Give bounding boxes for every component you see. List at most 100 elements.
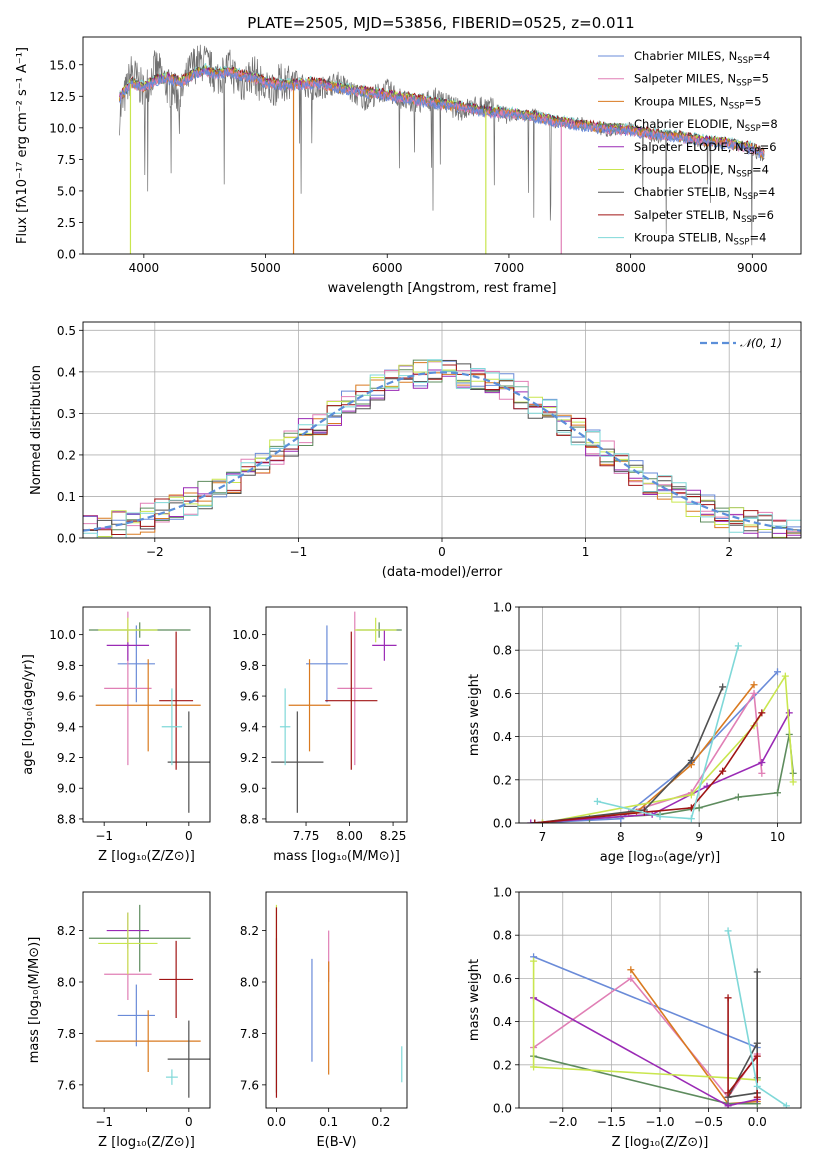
axes-frame: [82, 321, 802, 539]
legend-separator: ,: [728, 140, 735, 154]
legend-n-subscript: SSP: [745, 124, 761, 134]
y-axis-label: Normed distribution: [29, 365, 44, 495]
legend-n-value: 4: [763, 49, 770, 63]
legend-separator: ,: [720, 72, 727, 86]
x-tick-label: 8000: [615, 261, 646, 275]
legend-n-subscript: SSP: [744, 147, 760, 157]
y-tick-label: 8.2: [57, 924, 76, 938]
legend-n-subscript: SSP: [742, 192, 758, 202]
y-tick-label: 9.2: [240, 751, 259, 765]
y-tick-label: 15.0: [49, 58, 76, 72]
axes-frame: [265, 606, 408, 823]
legend-n-value: 4: [762, 163, 769, 177]
x-tick-label: 9000: [737, 261, 768, 275]
mass-vs-ebv-panel: 0.0 0.1 0.2 7.6 7.8 8.0 8.2 E(B-V): [240, 891, 408, 1150]
legend-n-value: 5: [754, 94, 761, 108]
x-tick-label: 0: [185, 829, 193, 843]
legend-n-prefix: N: [727, 163, 736, 177]
legend-entry: Salpeter MILES, NSSP=5: [634, 72, 769, 89]
y-tick-label: 9.2: [57, 751, 76, 765]
x-axis-label: Z [log₁₀(Z/Z⊙)]: [98, 849, 195, 864]
axes-frame: [82, 606, 211, 823]
y-tick-label: 0.1: [57, 490, 76, 504]
y-tick-label: 7.6: [57, 1078, 76, 1092]
legend-n-prefix: N: [720, 94, 729, 108]
x-tick-label: 2: [725, 545, 733, 559]
plot-area: [119, 44, 765, 254]
x-tick-label: 8.25: [380, 829, 407, 843]
y-axis-label: mass [log₁₀(M/M⊙)]: [27, 937, 42, 1064]
axes-frame: [265, 891, 408, 1109]
age-vs-metallicity-panel: −1 0 8.8 9.0 9.2 9.4 9.6 9.8 10.0 Z [log₁₀(Z/Z⊙)]…: [21, 606, 211, 864]
legend-entry: Kroupa STELIB, NSSP=4: [634, 231, 766, 248]
y-tick-label: 8.2: [240, 924, 259, 938]
y-tick-label: 9.0: [57, 782, 76, 796]
legend-model-name: Chabrier STELIB: [634, 185, 726, 199]
mass-vs-metallicity-panel: −1 0 7.6 7.8 8.0 8.2 Z [log₁₀(Z/Z⊙)] mass [log₁…: [27, 891, 211, 1150]
weight-vs-age-panel: 7 8 9 10 0.0 0.2 0.4 0.6 0.8 1.0 age [log₁₀(age/yr…: [467, 601, 802, 865]
y-axis-label: age [log₁₀(age/yr)]: [21, 654, 36, 775]
y-tick-label: 9.8: [240, 659, 259, 673]
plot-area: [88, 611, 210, 813]
weight-line-7: [727, 997, 758, 1098]
weight-line-6: [726, 971, 758, 1099]
y-tick-label: 8.8: [240, 812, 259, 826]
plot-area: [275, 904, 403, 1098]
x-tick-label: 0.0: [267, 1115, 286, 1129]
x-tick-label: 10: [770, 830, 785, 844]
x-tick-label: 5000: [250, 261, 281, 275]
legend-n-prefix: N: [725, 231, 734, 245]
plot-area: [83, 359, 801, 538]
figure-title: PLATE=2505, MJD=53856, FIBERID=0525, z=0…: [247, 14, 634, 32]
legend-equals: =: [749, 231, 759, 245]
y-tick-label: 0.4: [57, 365, 76, 379]
legend-n-subscript: SSP: [736, 170, 752, 180]
x-axis-label: (data-model)/error: [382, 565, 503, 580]
model-spectrum-0: [119, 67, 765, 159]
y-tick-label: 7.8: [57, 1027, 76, 1041]
legend-n-subscript: SSP: [741, 215, 757, 225]
legend-n-value: 4: [759, 231, 766, 245]
y-tick-label: 9.0: [240, 782, 259, 796]
legend-entry: Chabrier STELIB, NSSP=4: [634, 185, 775, 202]
legend-equals: =: [752, 163, 762, 177]
y-axis-label: mass weight: [467, 674, 482, 756]
y-tick-label: 0.4: [493, 1015, 512, 1029]
y-tick-label: 0.0: [493, 1102, 512, 1116]
y-tick-label: 7.8: [240, 1027, 259, 1041]
axes-frame: [82, 36, 802, 255]
legend-n-subscript: SSP: [734, 238, 750, 248]
legend-equals: =: [753, 49, 763, 63]
y-tick-label: 0.0: [493, 817, 512, 831]
legend-separator: ,: [729, 117, 736, 131]
y-tick-label: 1.0: [493, 601, 512, 615]
x-tick-label: 8: [617, 830, 625, 844]
legend-equals: =: [752, 72, 762, 86]
x-tick-label: 0.0: [748, 1115, 767, 1129]
legend-n-value: 5: [762, 72, 769, 86]
y-tick-label: 7.5: [57, 153, 76, 167]
y-tick-label: 0.8: [493, 929, 512, 943]
y-tick-label: 10.0: [49, 628, 76, 642]
y-tick-label: 0.2: [493, 773, 512, 787]
y-tick-label: 9.6: [57, 690, 76, 704]
weight-line-5: [542, 673, 794, 823]
y-tick-label: 9.4: [57, 720, 76, 734]
x-tick-label: 7000: [494, 261, 525, 275]
legend-equals: =: [760, 140, 770, 154]
x-axis-label: E(B-V): [316, 1135, 356, 1150]
weight-line-6: [534, 686, 724, 823]
x-tick-label: 4000: [129, 261, 160, 275]
legend-model-name: Salpeter STELIB: [634, 208, 725, 222]
legend-equals: =: [744, 94, 754, 108]
y-tick-label: 9.8: [57, 659, 76, 673]
axes-frame: [82, 891, 211, 1109]
legend-n-prefix: N: [732, 208, 741, 222]
y-tick-label: 10.0: [232, 628, 259, 642]
legend-n-prefix: N: [729, 49, 738, 63]
axes-frame: [518, 891, 802, 1109]
x-tick-label: 0: [185, 1115, 193, 1129]
y-tick-label: 0.6: [493, 972, 512, 986]
